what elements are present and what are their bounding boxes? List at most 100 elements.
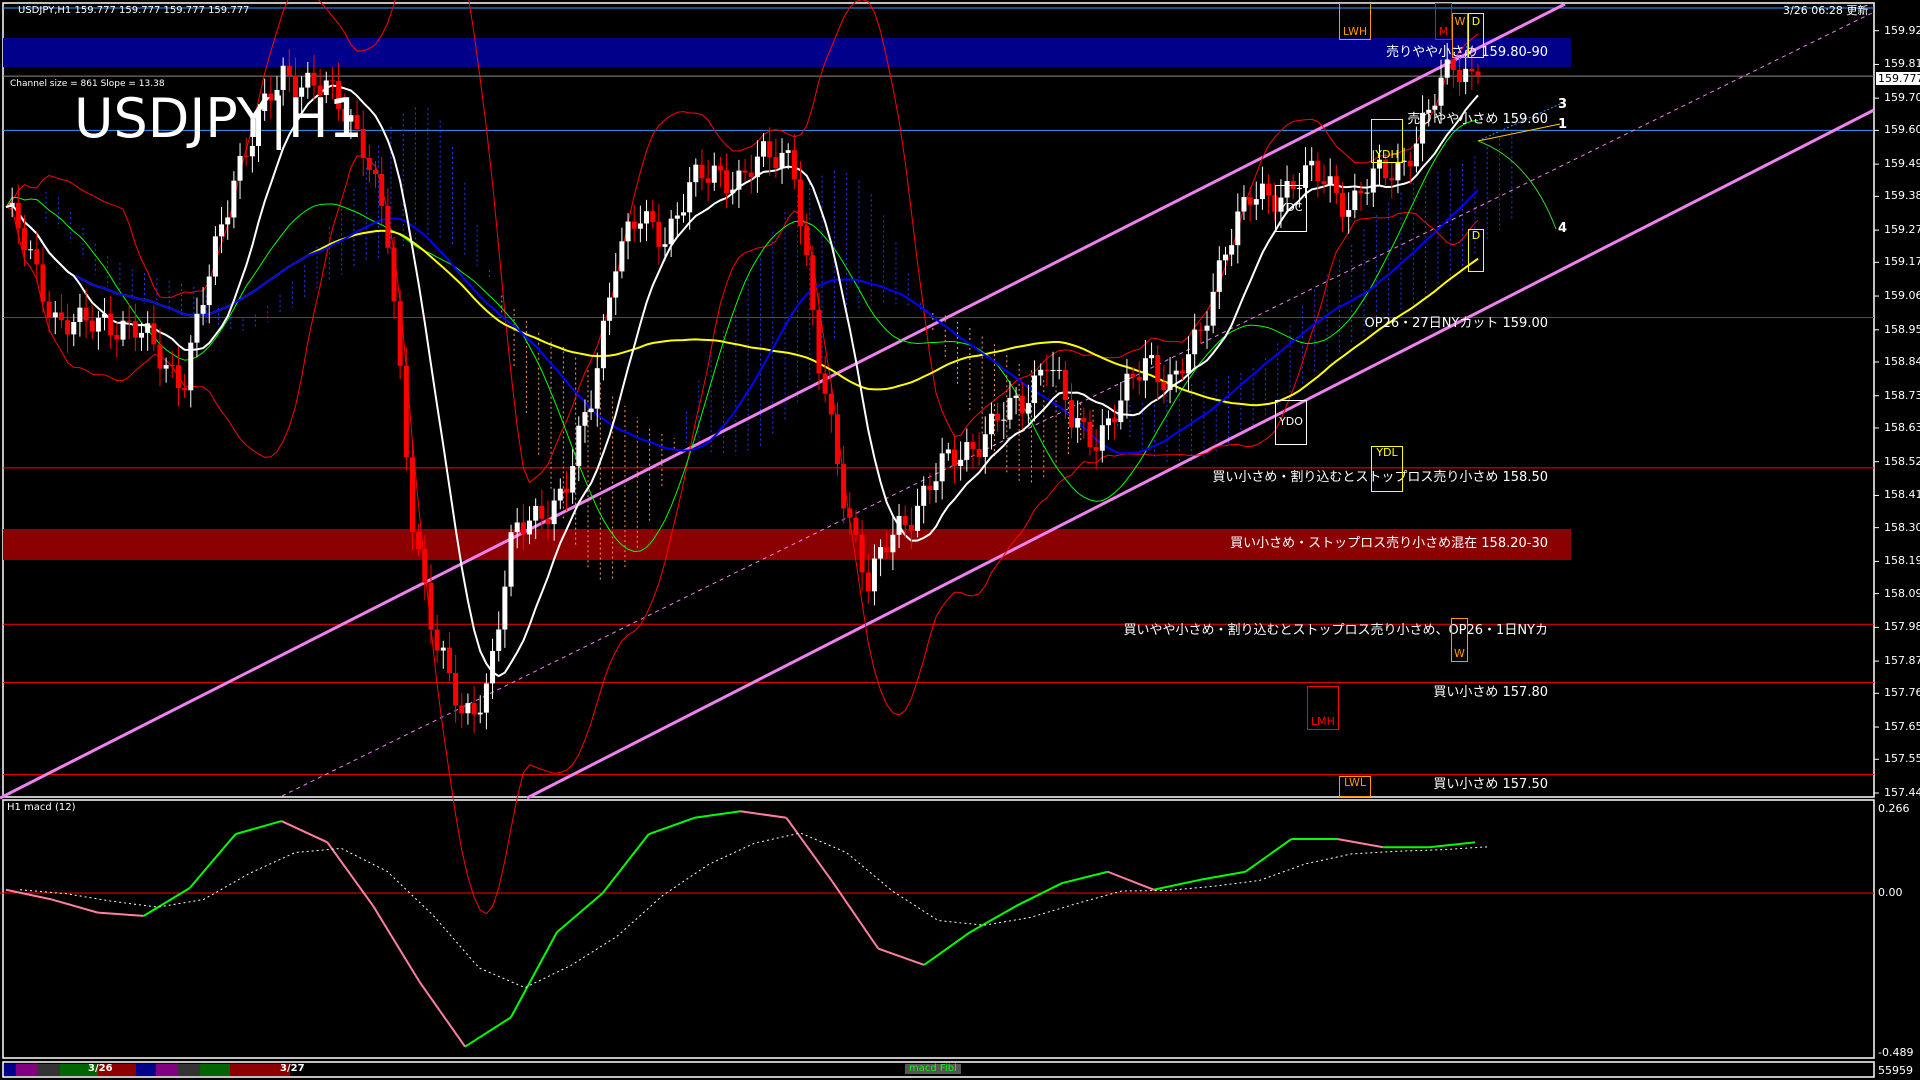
candle-body bbox=[323, 80, 329, 96]
candle-body bbox=[1056, 369, 1062, 371]
candle-body bbox=[477, 712, 483, 715]
ma-fast-line bbox=[5, 84, 1479, 678]
candle-body bbox=[200, 305, 206, 314]
candle-body bbox=[422, 549, 428, 583]
candle-body bbox=[680, 212, 686, 216]
indicator-tab[interactable]: macd Fibl bbox=[905, 1064, 961, 1074]
candle-body bbox=[1333, 176, 1339, 194]
candle-body bbox=[711, 165, 717, 183]
candle-body bbox=[545, 518, 551, 525]
candle-body bbox=[1327, 176, 1333, 185]
candle-body bbox=[77, 307, 83, 323]
price-tick-label: 157.980 bbox=[1884, 620, 1920, 634]
candle-body bbox=[527, 520, 533, 535]
annotation-buy-4: 買い小さめ 157.50 bbox=[1433, 777, 1548, 792]
candle-body bbox=[1420, 112, 1426, 144]
price-tick-label: 158.195 bbox=[1884, 554, 1920, 568]
candle-body bbox=[403, 365, 409, 458]
candle-body bbox=[804, 226, 810, 256]
candle-body bbox=[674, 215, 680, 219]
session-segment bbox=[60, 1064, 98, 1076]
candle-body bbox=[1309, 160, 1315, 166]
fan-line-1 bbox=[1477, 123, 1561, 142]
current-price-label: 159.777 bbox=[1876, 72, 1920, 85]
candle-body bbox=[1007, 397, 1013, 420]
candle-body bbox=[1087, 421, 1093, 448]
candle-body bbox=[274, 89, 280, 101]
annotation-buy-3: 買い小さめ 157.80 bbox=[1433, 685, 1548, 700]
candle-body bbox=[1469, 68, 1475, 72]
session-segment bbox=[200, 1064, 230, 1076]
price-tick-label: 159.815 bbox=[1884, 57, 1920, 71]
ichimoku-cloud bbox=[45, 107, 1513, 580]
time-bar-frame bbox=[2, 1061, 1875, 1078]
candle-body bbox=[1013, 395, 1019, 398]
big-title: USDJPY|H1 bbox=[74, 87, 363, 150]
annotation-buy-band: 買い小さめ・ストップロス売り小さめ混在 158.20-30 bbox=[1230, 536, 1548, 551]
candle-body bbox=[933, 481, 939, 491]
bollinger-upper bbox=[5, 0, 1479, 484]
macd-lines bbox=[5, 810, 1490, 1048]
candle-body bbox=[890, 534, 896, 553]
candle-body bbox=[132, 321, 138, 338]
candle-body bbox=[613, 271, 619, 298]
candle-body bbox=[508, 532, 514, 587]
candle-body bbox=[465, 703, 471, 714]
macd-line-segment bbox=[1015, 882, 1063, 907]
candle-body bbox=[1303, 165, 1309, 188]
candle-body bbox=[976, 448, 982, 457]
candle-body bbox=[1352, 190, 1358, 211]
candle-body bbox=[1186, 354, 1192, 374]
candle-body bbox=[693, 164, 699, 183]
candle-body bbox=[871, 558, 877, 592]
candle-body bbox=[15, 202, 21, 229]
candle-body bbox=[1475, 71, 1481, 77]
candle-body bbox=[1044, 369, 1050, 371]
candle-body bbox=[896, 515, 902, 535]
candle-body bbox=[1149, 355, 1155, 359]
channel-lower-line[interactable] bbox=[526, 108, 1875, 800]
macd-tick-zero: 0.00 bbox=[1878, 886, 1903, 899]
candle-body bbox=[884, 546, 890, 553]
candle-body bbox=[570, 466, 576, 493]
candle-body bbox=[699, 164, 705, 179]
candle-body bbox=[637, 223, 643, 229]
macd-line-segment bbox=[556, 892, 604, 934]
candle-body bbox=[687, 182, 693, 213]
candle-body bbox=[1346, 210, 1352, 217]
candle-body bbox=[490, 650, 496, 684]
candle-body bbox=[1112, 418, 1118, 423]
marker-ydo: YDO bbox=[1275, 400, 1307, 445]
candle-body bbox=[157, 344, 163, 369]
candles[interactable] bbox=[9, 43, 1481, 733]
candle-body bbox=[225, 217, 231, 225]
marker-ydh: YDH bbox=[1371, 119, 1403, 163]
candle-body bbox=[1124, 373, 1130, 401]
candle-body bbox=[89, 320, 95, 332]
marker-lmh: LMH bbox=[1307, 686, 1339, 730]
price-tick-label: 158.410 bbox=[1884, 488, 1920, 502]
candle-body bbox=[471, 703, 477, 715]
price-tick-label: 159.705 bbox=[1884, 91, 1920, 105]
candle-body bbox=[982, 434, 988, 457]
candle-body bbox=[927, 485, 933, 491]
chikou-line bbox=[5, 119, 1479, 553]
candle-body bbox=[336, 80, 342, 109]
candle-body bbox=[373, 170, 379, 175]
macd-line-segment bbox=[1061, 870, 1108, 885]
macd-line-segment bbox=[694, 810, 741, 819]
marker-ydl: YDL bbox=[1371, 446, 1403, 492]
candle-body bbox=[416, 531, 422, 550]
candle-body bbox=[243, 155, 249, 157]
price-tick-label: 157.440 bbox=[1884, 786, 1920, 799]
channel-upper-line[interactable] bbox=[0, 2, 1566, 800]
buy-zone-band bbox=[3, 529, 1571, 560]
candle-body bbox=[785, 150, 791, 153]
macd-line-segment bbox=[1244, 838, 1292, 873]
candle-body bbox=[1105, 418, 1111, 426]
candle-body bbox=[810, 255, 816, 310]
candle-body bbox=[21, 228, 27, 250]
candle-body bbox=[1075, 418, 1081, 428]
macd-pane-frame bbox=[2, 799, 1875, 1059]
